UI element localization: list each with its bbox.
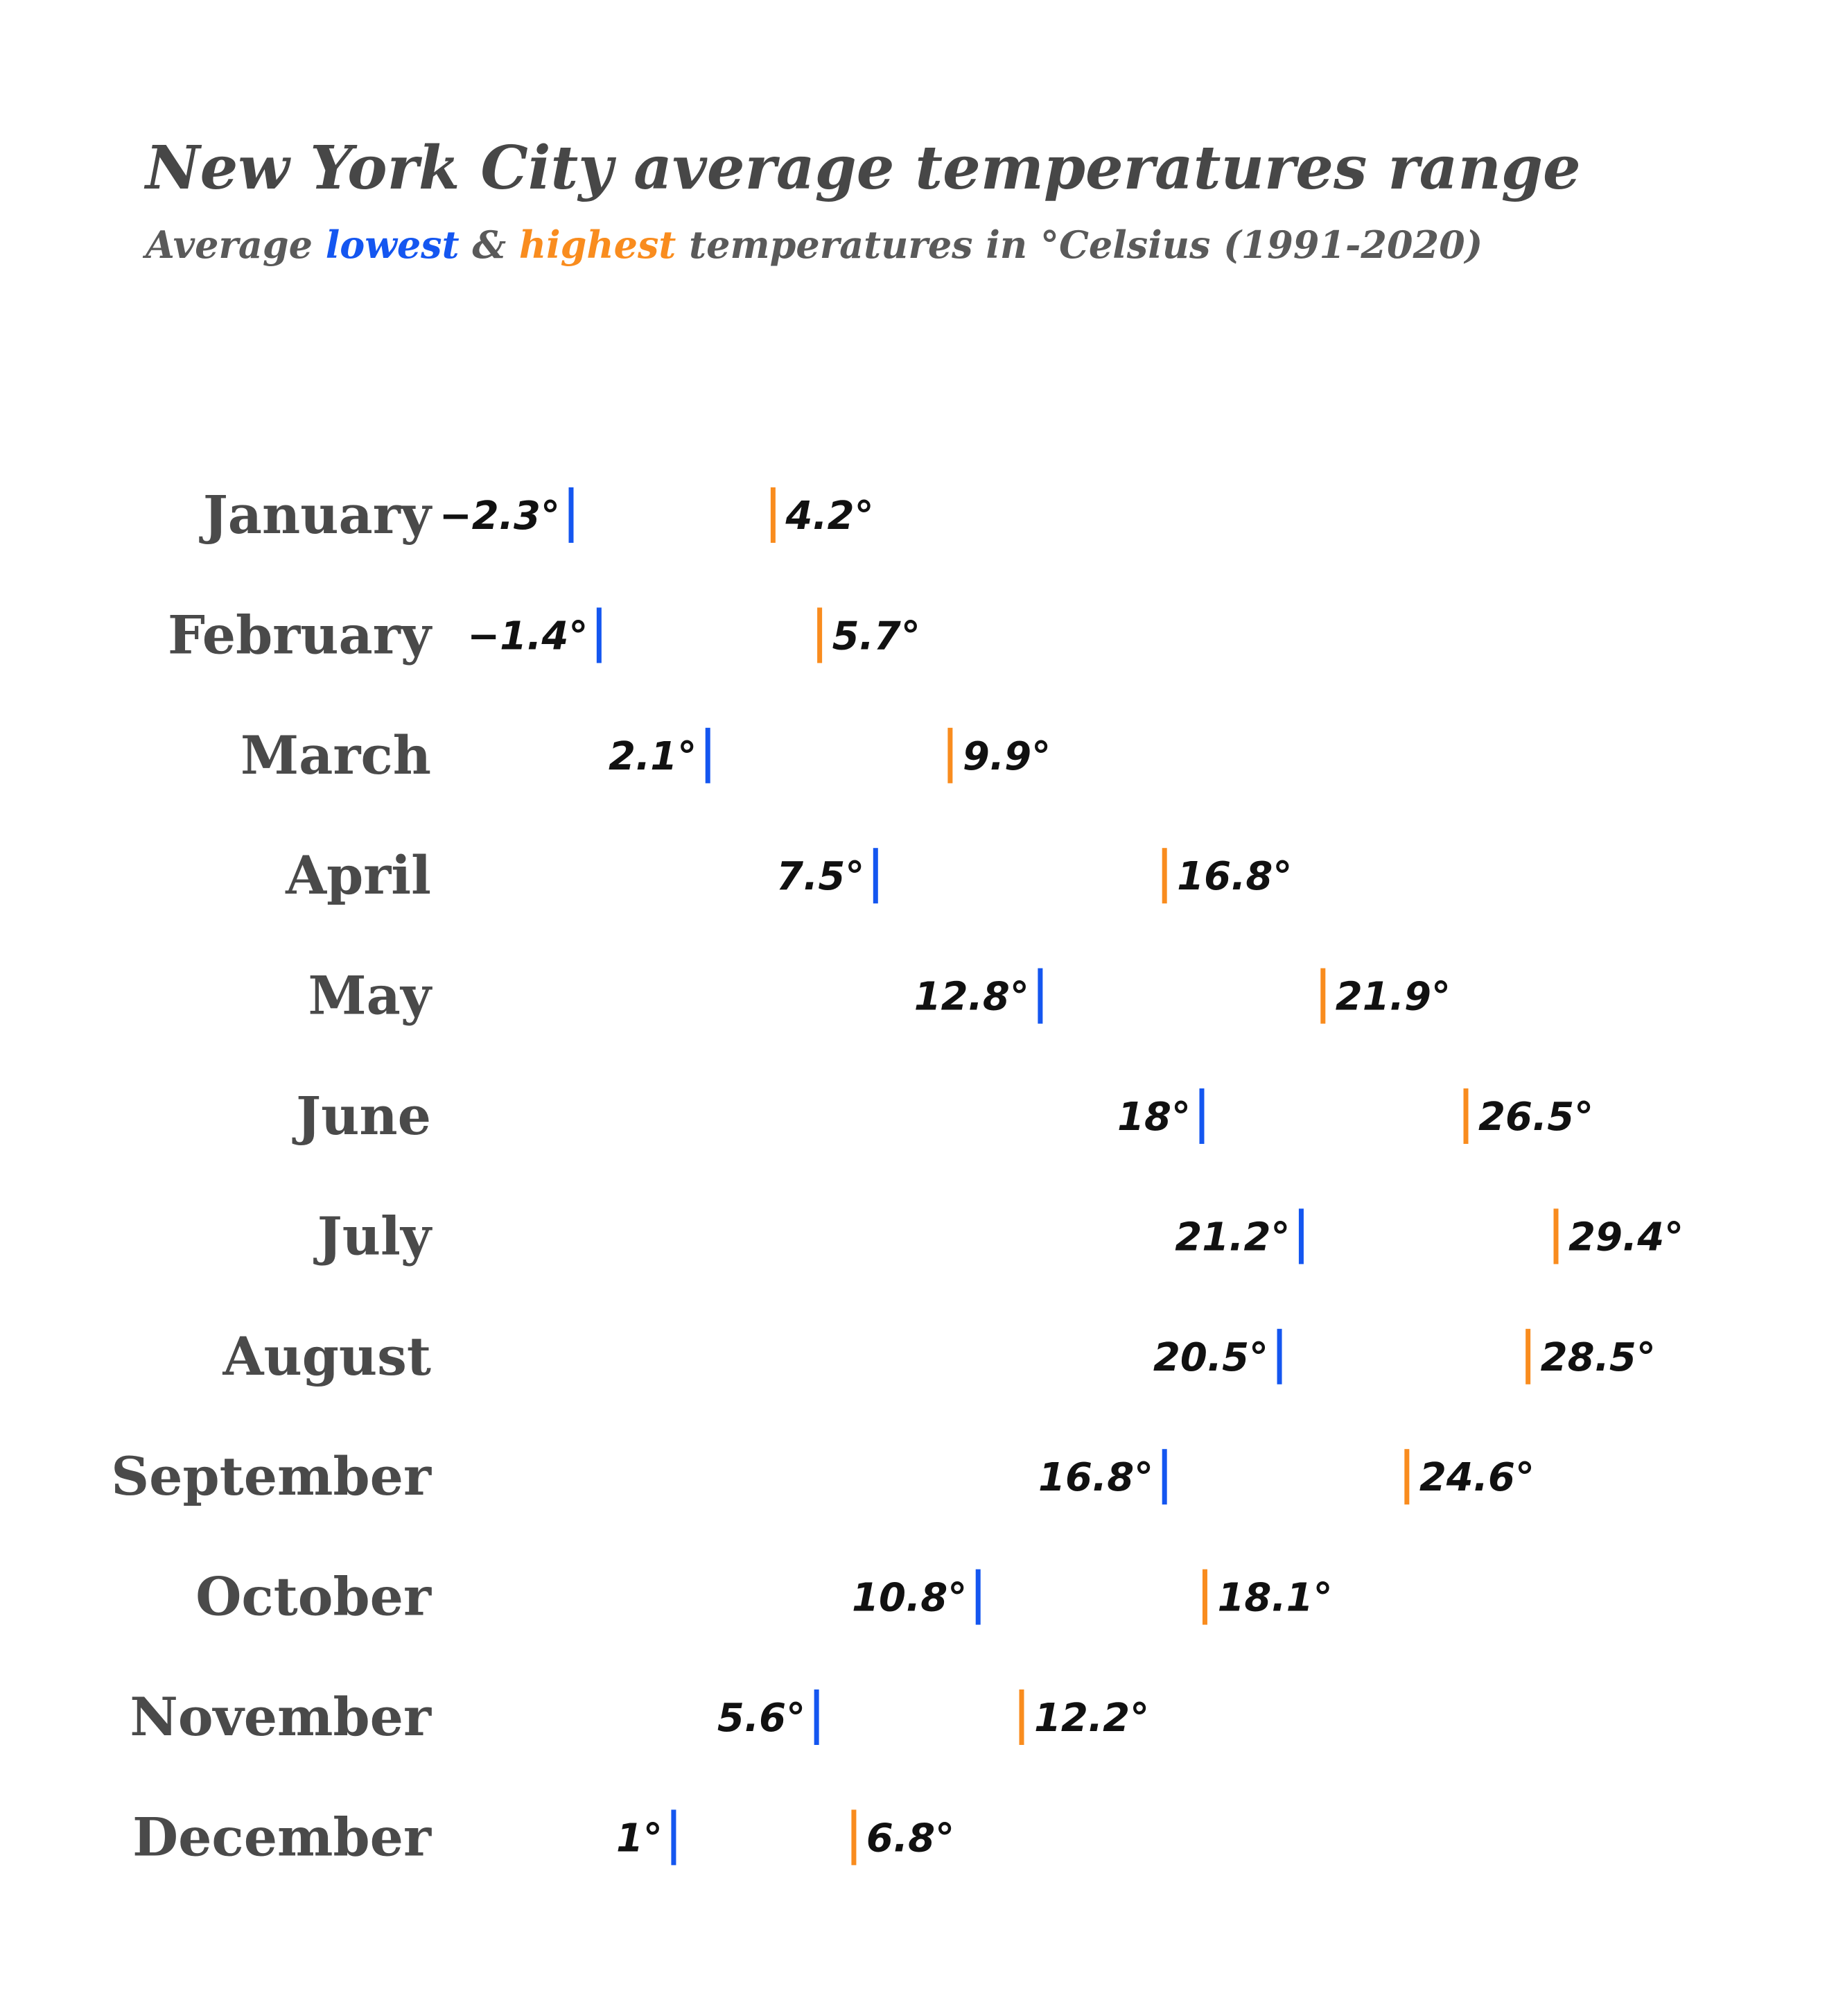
high-marker xyxy=(1202,1569,1207,1625)
month-label: October xyxy=(195,1566,432,1628)
month-label: February xyxy=(168,604,432,666)
low-value-label: 21.2° xyxy=(1175,1215,1290,1260)
low-value-label: 10.8° xyxy=(852,1576,967,1621)
low-value-label: 7.5° xyxy=(776,854,864,899)
high-value-label: 24.6° xyxy=(1419,1455,1535,1500)
high-marker xyxy=(1553,1208,1559,1265)
low-marker xyxy=(568,487,574,543)
low-marker xyxy=(1298,1208,1304,1265)
month-label: April xyxy=(285,844,431,906)
low-marker xyxy=(1199,1088,1205,1144)
low-value-label: 5.6° xyxy=(717,1696,805,1741)
high-value-label: 18.1° xyxy=(1217,1576,1332,1621)
chart-row: July 21.2° 29.4° xyxy=(313,1205,1684,1267)
high-value-label: 26.5° xyxy=(1478,1095,1593,1140)
month-label: July xyxy=(313,1205,432,1267)
high-marker xyxy=(770,487,776,543)
high-value-label: 28.5° xyxy=(1541,1335,1656,1380)
chart-row: February −1.4° 5.7° xyxy=(168,604,920,666)
low-marker xyxy=(705,727,710,783)
chart-row: April 7.5° 16.8° xyxy=(285,844,1292,906)
low-marker xyxy=(1038,968,1043,1024)
low-value-label: 18° xyxy=(1117,1095,1191,1140)
chart-row: August 20.5° 28.5° xyxy=(222,1326,1655,1387)
high-marker xyxy=(1404,1449,1410,1505)
subtitle-ampersand: & xyxy=(460,223,519,267)
chart-row: May 12.8° 21.9° xyxy=(308,965,1451,1027)
chart-row: January −2.3° 4.2° xyxy=(199,484,874,546)
low-value-label: −1.4° xyxy=(467,614,588,659)
month-label: May xyxy=(308,965,432,1027)
high-marker xyxy=(1463,1088,1469,1144)
month-label: March xyxy=(241,724,431,786)
low-marker xyxy=(975,1569,981,1625)
month-label: August xyxy=(222,1326,431,1387)
low-value-label: 2.1° xyxy=(609,734,697,779)
month-label: December xyxy=(132,1806,432,1868)
subtitle-lowest-word: lowest xyxy=(326,223,460,267)
low-value-label: 1° xyxy=(616,1816,663,1861)
high-marker xyxy=(1320,968,1326,1024)
chart-row: October 10.8° 18.1° xyxy=(195,1566,1332,1628)
chart-row: March 2.1° 9.9° xyxy=(241,724,1051,786)
chart-title: New York City average temperatures range xyxy=(143,133,1581,203)
chart-row: September 16.8° 24.6° xyxy=(111,1445,1535,1507)
high-value-label: 5.7° xyxy=(832,614,920,659)
low-marker xyxy=(814,1689,819,1745)
low-value-label: 12.8° xyxy=(914,975,1029,1020)
chart-row: June 18° 26.5° xyxy=(292,1085,1593,1147)
chart-row: December 1° 6.8° xyxy=(132,1806,954,1868)
low-marker xyxy=(873,848,878,904)
high-value-label: 16.8° xyxy=(1177,854,1292,899)
month-label: November xyxy=(130,1686,432,1748)
low-value-label: 20.5° xyxy=(1153,1335,1268,1380)
subtitle-suffix: temperatures in °Celsius (1991-2020) xyxy=(676,223,1483,267)
subtitle-highest-word: highest xyxy=(519,223,676,267)
month-label: September xyxy=(111,1445,432,1507)
high-marker xyxy=(1526,1328,1531,1384)
high-value-label: 6.8° xyxy=(866,1816,954,1861)
chart-rows: January −2.3° 4.2° February −1.4° 5.7° March 2.… xyxy=(111,484,1684,1868)
high-marker xyxy=(851,1809,857,1866)
month-label: June xyxy=(292,1085,431,1147)
high-marker xyxy=(817,607,823,663)
low-marker xyxy=(1162,1449,1167,1505)
high-marker xyxy=(1019,1689,1024,1745)
low-marker xyxy=(596,607,602,663)
low-marker xyxy=(671,1809,676,1866)
low-value-label: 16.8° xyxy=(1038,1455,1153,1500)
high-value-label: 4.2° xyxy=(785,494,873,539)
high-value-label: 9.9° xyxy=(963,734,1051,779)
high-value-label: 29.4° xyxy=(1568,1215,1684,1260)
subtitle-prefix: Average xyxy=(142,223,326,267)
month-label: January xyxy=(199,484,432,546)
chart-row: November 5.6° 12.2° xyxy=(130,1686,1149,1748)
high-marker xyxy=(1162,848,1167,904)
high-marker xyxy=(947,727,953,783)
high-value-label: 12.2° xyxy=(1034,1696,1149,1741)
low-marker xyxy=(1277,1328,1282,1384)
high-value-label: 21.9° xyxy=(1336,975,1451,1020)
low-value-label: −2.3° xyxy=(439,494,560,539)
chart-subtitle: Average lowest & highest temperatures in… xyxy=(142,223,1483,267)
